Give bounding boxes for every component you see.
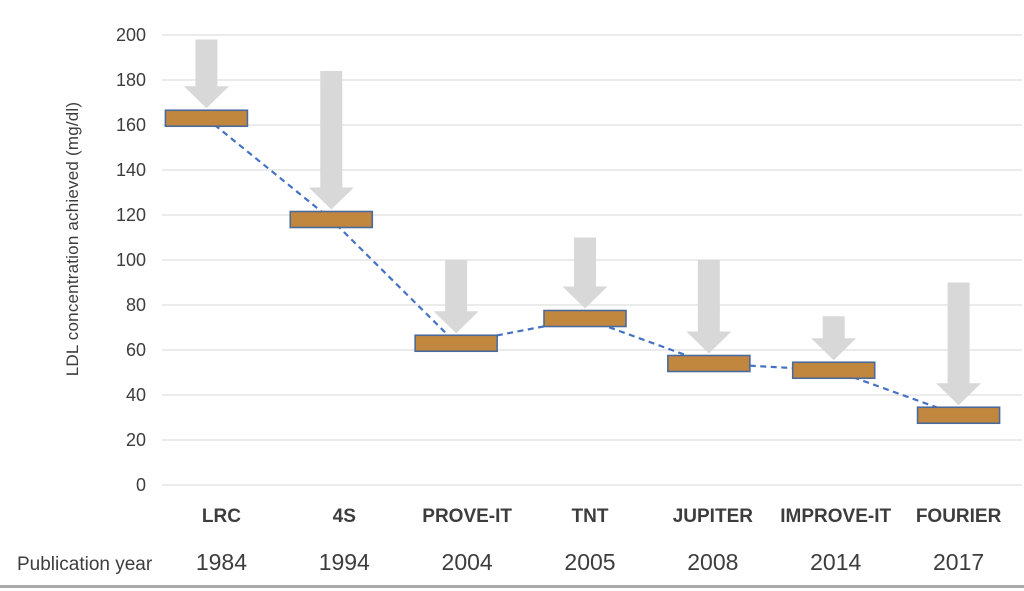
publication-year-row-label: Publication year xyxy=(17,554,153,575)
y-tick-label: 120 xyxy=(116,205,146,225)
trial-name-label: JUPITER xyxy=(673,506,754,527)
y-tick-label: 180 xyxy=(116,70,146,90)
figure-bottom-border xyxy=(0,585,1024,588)
decrease-arrow-icon xyxy=(811,316,857,361)
publication-year-value: 2008 xyxy=(687,549,738,575)
ldl-bar xyxy=(791,361,876,380)
ldl-bar xyxy=(543,309,627,328)
trial-name-label: TNT xyxy=(572,506,609,527)
decrease-arrow-icon xyxy=(686,260,732,354)
y-tick-label: 160 xyxy=(116,115,146,135)
y-tick-label: 80 xyxy=(126,295,146,315)
publication-year-value: 2014 xyxy=(810,549,861,575)
y-tick-label: 20 xyxy=(126,430,146,450)
ldl-bar xyxy=(289,210,374,229)
trial-name-label: FOURIER xyxy=(916,506,1002,527)
trial-name-label: PROVE-IT xyxy=(422,506,512,527)
y-tick-label: 140 xyxy=(116,160,146,180)
y-tick-label: 0 xyxy=(136,475,146,495)
y-tick-label: 40 xyxy=(126,385,146,405)
decrease-arrow-icon xyxy=(562,237,608,309)
publication-year-value: 1994 xyxy=(319,549,370,575)
y-tick-label: 100 xyxy=(116,250,146,270)
publication-year-value: 2004 xyxy=(442,549,493,575)
trial-name-label: LRC xyxy=(202,506,241,527)
decrease-arrow-icon xyxy=(183,39,229,109)
trial-name-label: 4S xyxy=(333,506,356,527)
y-tick-label: 60 xyxy=(126,340,146,360)
decrease-arrow-icon xyxy=(433,260,479,334)
decrease-arrow-icon xyxy=(308,71,354,210)
trial-name-label: IMPROVE-IT xyxy=(780,506,891,527)
publication-year-value: 1984 xyxy=(196,549,247,575)
y-tick-label: 200 xyxy=(116,25,146,45)
ldl-bar xyxy=(667,354,751,373)
publication-year-value: 2005 xyxy=(564,549,615,575)
ldl-bar xyxy=(414,334,498,353)
ldl-bar xyxy=(916,406,1001,425)
publication-year-value: 2017 xyxy=(933,549,984,575)
ldl-bar xyxy=(164,109,249,128)
decrease-arrow-icon xyxy=(936,282,982,406)
